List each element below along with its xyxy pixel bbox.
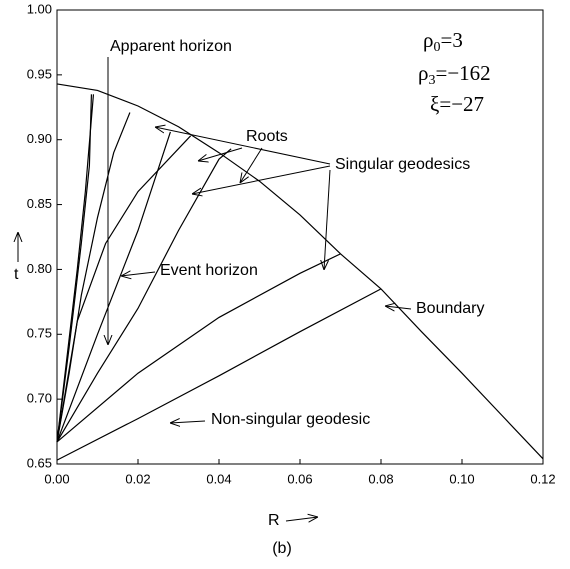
symbol: ξ [430,92,439,116]
curve [56,135,192,443]
parameter-value: =−27 [439,92,484,116]
parameter: ξ=−27 [430,92,484,116]
x-tick-label: 0.10 [449,471,474,486]
curve [56,253,341,443]
curve [56,83,544,460]
curve [56,131,171,443]
symbol: ρ [418,61,428,85]
annotation: Singular geodesics [335,156,470,173]
x-tick-label: 0.06 [287,471,312,486]
parameter-value: =−162 [435,61,490,85]
arrow [170,421,206,423]
curve [56,148,232,443]
y-tick-label: 0.65 [27,455,52,470]
symbol: ρ [423,28,433,52]
y-tick-label: 0.85 [27,196,52,211]
y-tick-label: 0.90 [27,131,52,146]
y-axis-label: t [14,266,19,283]
x-axis-label: R [268,512,280,529]
y-tick-label: 0.75 [27,326,52,341]
annotation: Event horizon [160,262,258,279]
x-tick-label: 0.04 [206,471,231,486]
x-tick-label: 0.12 [530,471,555,486]
annotation: Roots [246,128,288,145]
y-tick-label: 0.70 [27,391,52,406]
curve [56,288,382,461]
arrow [324,169,331,270]
annotation: Non-singular geodesic [211,411,370,428]
x-tick-label: 0.08 [368,471,393,486]
axis-arrow [285,517,318,521]
y-tick-label: 0.80 [27,261,52,276]
arrow [121,272,156,276]
arrow [240,147,263,183]
chart-title: (b) [272,540,292,557]
arrow [198,147,243,161]
subscript: 0 [433,40,440,55]
curve [56,94,93,443]
x-tick-label: 0.02 [125,471,150,486]
subscript: 3 [428,73,435,88]
y-tick-label: 0.95 [27,66,52,81]
parameter-value: =3 [440,28,462,52]
annotation: Boundary [416,300,485,317]
annotation: Apparent horizon [110,38,232,55]
x-tick-label: 0.00 [44,471,69,486]
y-tick-label: 1.00 [27,1,52,16]
parameter: ρ3=−162 [418,61,491,88]
arrow [192,165,331,194]
parameter: ρ0=3 [423,28,463,55]
arrow [155,127,331,165]
